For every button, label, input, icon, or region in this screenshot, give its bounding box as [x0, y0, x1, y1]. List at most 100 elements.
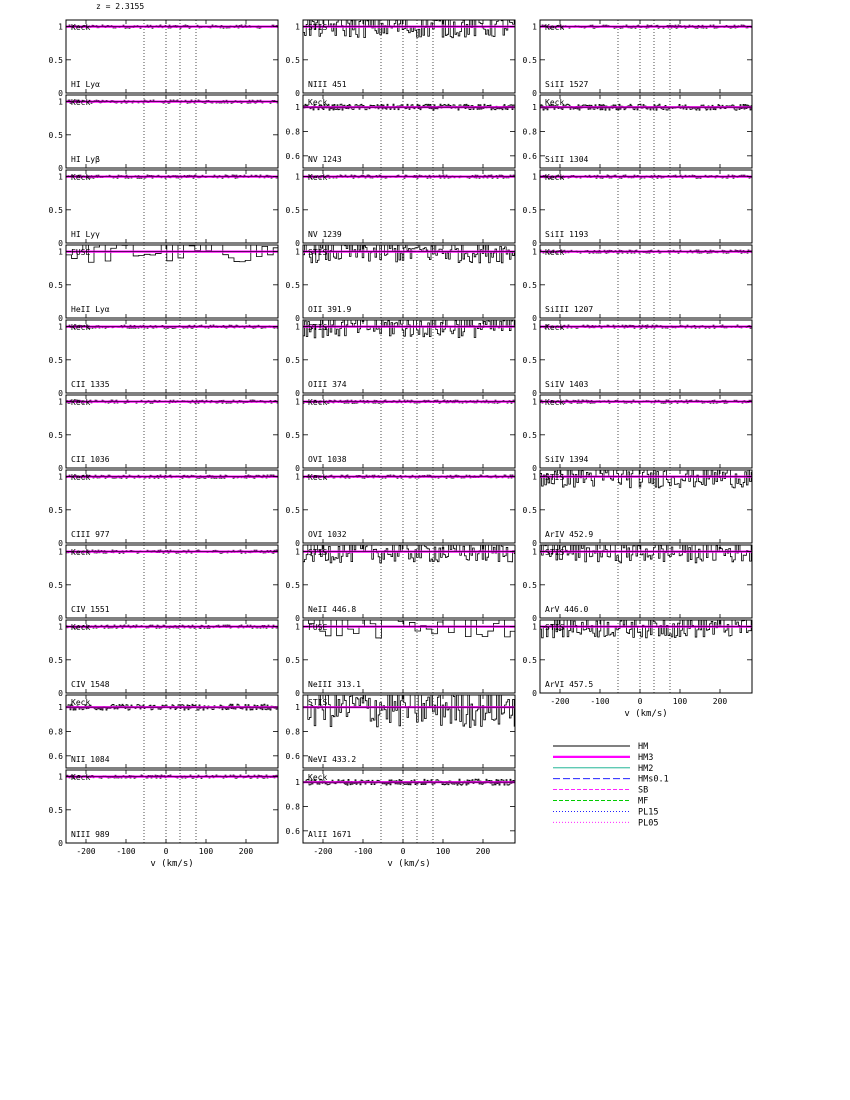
instrument-label: Keck: [71, 698, 90, 707]
instrument-label: Keck: [71, 623, 90, 632]
y-tick-label: 0: [58, 239, 63, 248]
spectrum-panel-ariv-4529: 0 0.5 1 STIS ArIV 452.9: [523, 469, 753, 548]
panel-frame: [302, 244, 516, 319]
y-tick-label: 0.5: [49, 281, 64, 290]
instrument-label: STIS: [308, 548, 327, 557]
panel-frame: [539, 319, 753, 394]
legend-label: HM: [638, 742, 648, 752]
instrument-label: Keck: [308, 398, 327, 407]
y-tick-label: 0: [58, 464, 63, 473]
y-tick-label: 0: [532, 614, 537, 623]
spectrum-panel-siii-1193: 0 0.5 1 Keck SiII 1193: [523, 169, 753, 248]
x-tick-label: -100: [353, 847, 372, 856]
ion-label: ArV 446.0: [545, 605, 589, 614]
ion-label: HI Lyγ: [71, 230, 100, 239]
ion-label: NII 1084: [71, 755, 110, 764]
spectrum-panel-neii-4468: 0 0.5 1 STIS NeII 446.8: [286, 544, 516, 623]
instrument-label: Keck: [71, 173, 90, 182]
x-tick-label: 100: [436, 847, 451, 856]
y-tick-label: 0: [295, 89, 300, 98]
spectrum-panel-siiv-1394: 0 0.5 1 Keck SiIV 1394: [523, 394, 753, 473]
y-tick-label: 0.5: [523, 56, 538, 65]
instrument-label: FUSE: [71, 248, 90, 257]
instrument-label: STIS: [545, 623, 564, 632]
ion-label: HI Lyβ: [71, 155, 100, 164]
panel-frame: [65, 19, 279, 94]
y-tick-label: 0: [532, 689, 537, 698]
panel-frame: [65, 244, 279, 319]
spectrum-panel-alii-1671: 0.6 0.8 1 Keck AlII 1671: [286, 769, 516, 844]
y-tick-label: 1: [532, 623, 537, 632]
y-tick-label: 1: [295, 23, 300, 32]
legend-label: PL15: [638, 807, 658, 817]
y-tick-label: 1: [295, 103, 300, 112]
spectrum-panel-heii-ly: 0 0.5 1 FUSE HeII Lyα: [49, 244, 279, 323]
y-tick-label: 0: [295, 389, 300, 398]
y-tick-label: 1: [58, 323, 63, 332]
panel-frame: [539, 469, 753, 544]
ion-label: OIII 374: [308, 380, 347, 389]
ion-label: NeVI 433.2: [308, 755, 356, 764]
ion-label: SiII 1304: [545, 155, 589, 164]
y-tick-label: 0.5: [523, 281, 538, 290]
observed-spectrum: [541, 545, 752, 564]
spectrum-panel-arv-4460: 0 0.5 1 STIS ArV 446.0: [523, 544, 753, 623]
y-tick-label: 1: [58, 773, 63, 782]
y-tick-label: 1: [295, 778, 300, 787]
y-tick-label: 1: [295, 323, 300, 332]
y-tick-label: 0.5: [49, 431, 64, 440]
y-tick-label: 0.8: [286, 803, 301, 812]
panel-frame: [65, 619, 279, 694]
spectrum-panel-siiv-1403: 0 0.5 1 Keck SiIV 1403: [523, 319, 753, 398]
panel-frame: [65, 319, 279, 394]
instrument-label: Keck: [71, 23, 90, 32]
panel-frame: [302, 19, 516, 94]
y-tick-label: 0.5: [286, 281, 301, 290]
ion-label: NIII 451: [308, 80, 347, 89]
spectrum-panel-oiii-374: 0 0.5 1 STIS OIII 374: [286, 319, 516, 398]
y-tick-label: 1: [532, 248, 537, 257]
ion-label: OII 391.9: [308, 305, 352, 314]
y-tick-label: 0.5: [523, 431, 538, 440]
y-tick-label: 1: [532, 103, 537, 112]
x-tick-label: 0: [164, 847, 169, 856]
y-tick-label: 0: [532, 89, 537, 98]
observed-spectrum: [303, 320, 515, 339]
instrument-label: Keck: [71, 548, 90, 557]
y-tick-label: 0.5: [523, 506, 538, 515]
y-tick-label: 0.5: [286, 206, 301, 215]
panel-frame: [65, 544, 279, 619]
y-tick-label: 0.8: [49, 728, 64, 737]
spectrum-panel-oii-3919: 0 0.5 1 STIS OII 391.9: [286, 244, 516, 323]
spectrum-panel-hi-ly: 0 0.5 1 Keck HI Lyγ: [49, 169, 279, 248]
ion-label: CIV 1548: [71, 680, 110, 689]
panel-frame: [65, 394, 279, 469]
ion-label: HI Lyα: [71, 80, 100, 89]
y-tick-label: 1: [295, 473, 300, 482]
spectrum-panel-arvi-4575: 0 0.5 1 STIS ArVI 457.5: [523, 619, 753, 698]
y-tick-label: 1: [58, 23, 63, 32]
y-tick-label: 0.8: [286, 128, 301, 137]
ion-label: NV 1243: [308, 155, 342, 164]
instrument-label: Keck: [71, 98, 90, 107]
y-tick-label: 1: [295, 623, 300, 632]
y-tick-label: 0.6: [286, 827, 301, 836]
panel-frame: [302, 394, 516, 469]
y-tick-label: 0: [295, 614, 300, 623]
y-tick-label: 1: [58, 98, 63, 107]
ion-label: ArVI 457.5: [545, 680, 593, 689]
y-tick-label: 1: [532, 23, 537, 32]
ion-label: HeII Lyα: [71, 305, 110, 314]
instrument-label: Keck: [71, 473, 90, 482]
y-tick-label: 0: [58, 689, 63, 698]
observed-spectrum: [540, 470, 752, 489]
instrument-label: Keck: [308, 173, 327, 182]
spectrum-panel-niii-451: 0 0.5 1 STIS NIII 451: [286, 19, 516, 98]
ion-label: CIII 977: [71, 530, 110, 539]
y-tick-label: 1: [295, 548, 300, 557]
panel-frame: [302, 169, 516, 244]
y-tick-label: 0.5: [523, 356, 538, 365]
instrument-label: Keck: [545, 248, 564, 257]
panel-frame: [539, 244, 753, 319]
ion-label: NV 1239: [308, 230, 342, 239]
